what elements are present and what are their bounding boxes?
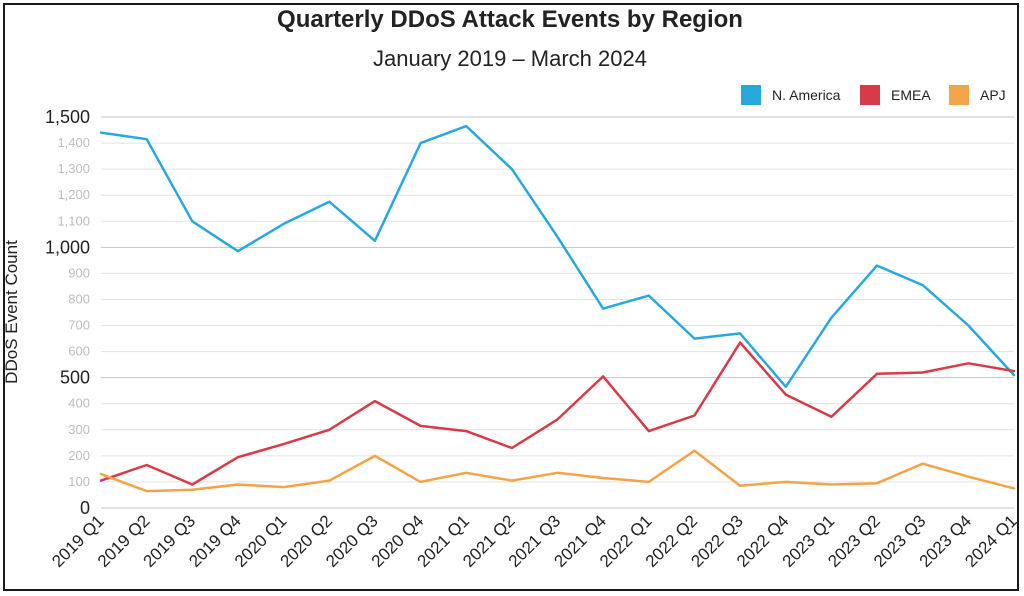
y-tick-label: 100: [68, 474, 90, 489]
legend: N. America EMEA APJ: [741, 85, 1006, 105]
y-tick-label: 800: [68, 291, 90, 306]
y-tick-label: 1,300: [57, 161, 90, 176]
legend-label: EMEA: [891, 87, 931, 103]
legend-label: APJ: [980, 87, 1006, 103]
y-tick-label: 600: [68, 344, 90, 359]
y-axis-ticks: 0 100 200 300 400 500 600 700 800 900 1,000 1,100 1,…: [45, 107, 90, 518]
y-tick-label: 500: [60, 368, 90, 388]
series-line-n-america: [99, 124, 1016, 389]
y-tick-label: 1,500: [45, 107, 90, 127]
y-tick-label: 400: [68, 396, 90, 411]
y-tick-label: 300: [68, 422, 90, 437]
y-tick-label: 0: [80, 498, 90, 518]
legend-swatch: [949, 85, 969, 105]
y-tick-label: 1,100: [57, 213, 90, 228]
gridlines: [101, 116, 1014, 509]
y-tick-label: 200: [68, 448, 90, 463]
series-line-apj: [99, 449, 1016, 493]
series-line-emea: [99, 341, 1016, 486]
legend-swatch: [741, 85, 761, 105]
y-tick-label: 900: [68, 265, 90, 280]
y-tick-label: 1,200: [57, 187, 90, 202]
chart-subtitle: January 2019 – March 2024: [373, 46, 647, 71]
chart-title: Quarterly DDoS Attack Events by Region: [277, 6, 743, 33]
legend-label: N. America: [772, 87, 841, 103]
y-tick-label: 700: [68, 318, 90, 333]
y-axis-label: DDoS Event Count: [2, 240, 21, 384]
y-tick-label: 1,000: [45, 237, 90, 257]
legend-swatch: [860, 85, 880, 105]
series-lines: [99, 124, 1016, 493]
y-tick-label: 1,400: [57, 135, 90, 150]
